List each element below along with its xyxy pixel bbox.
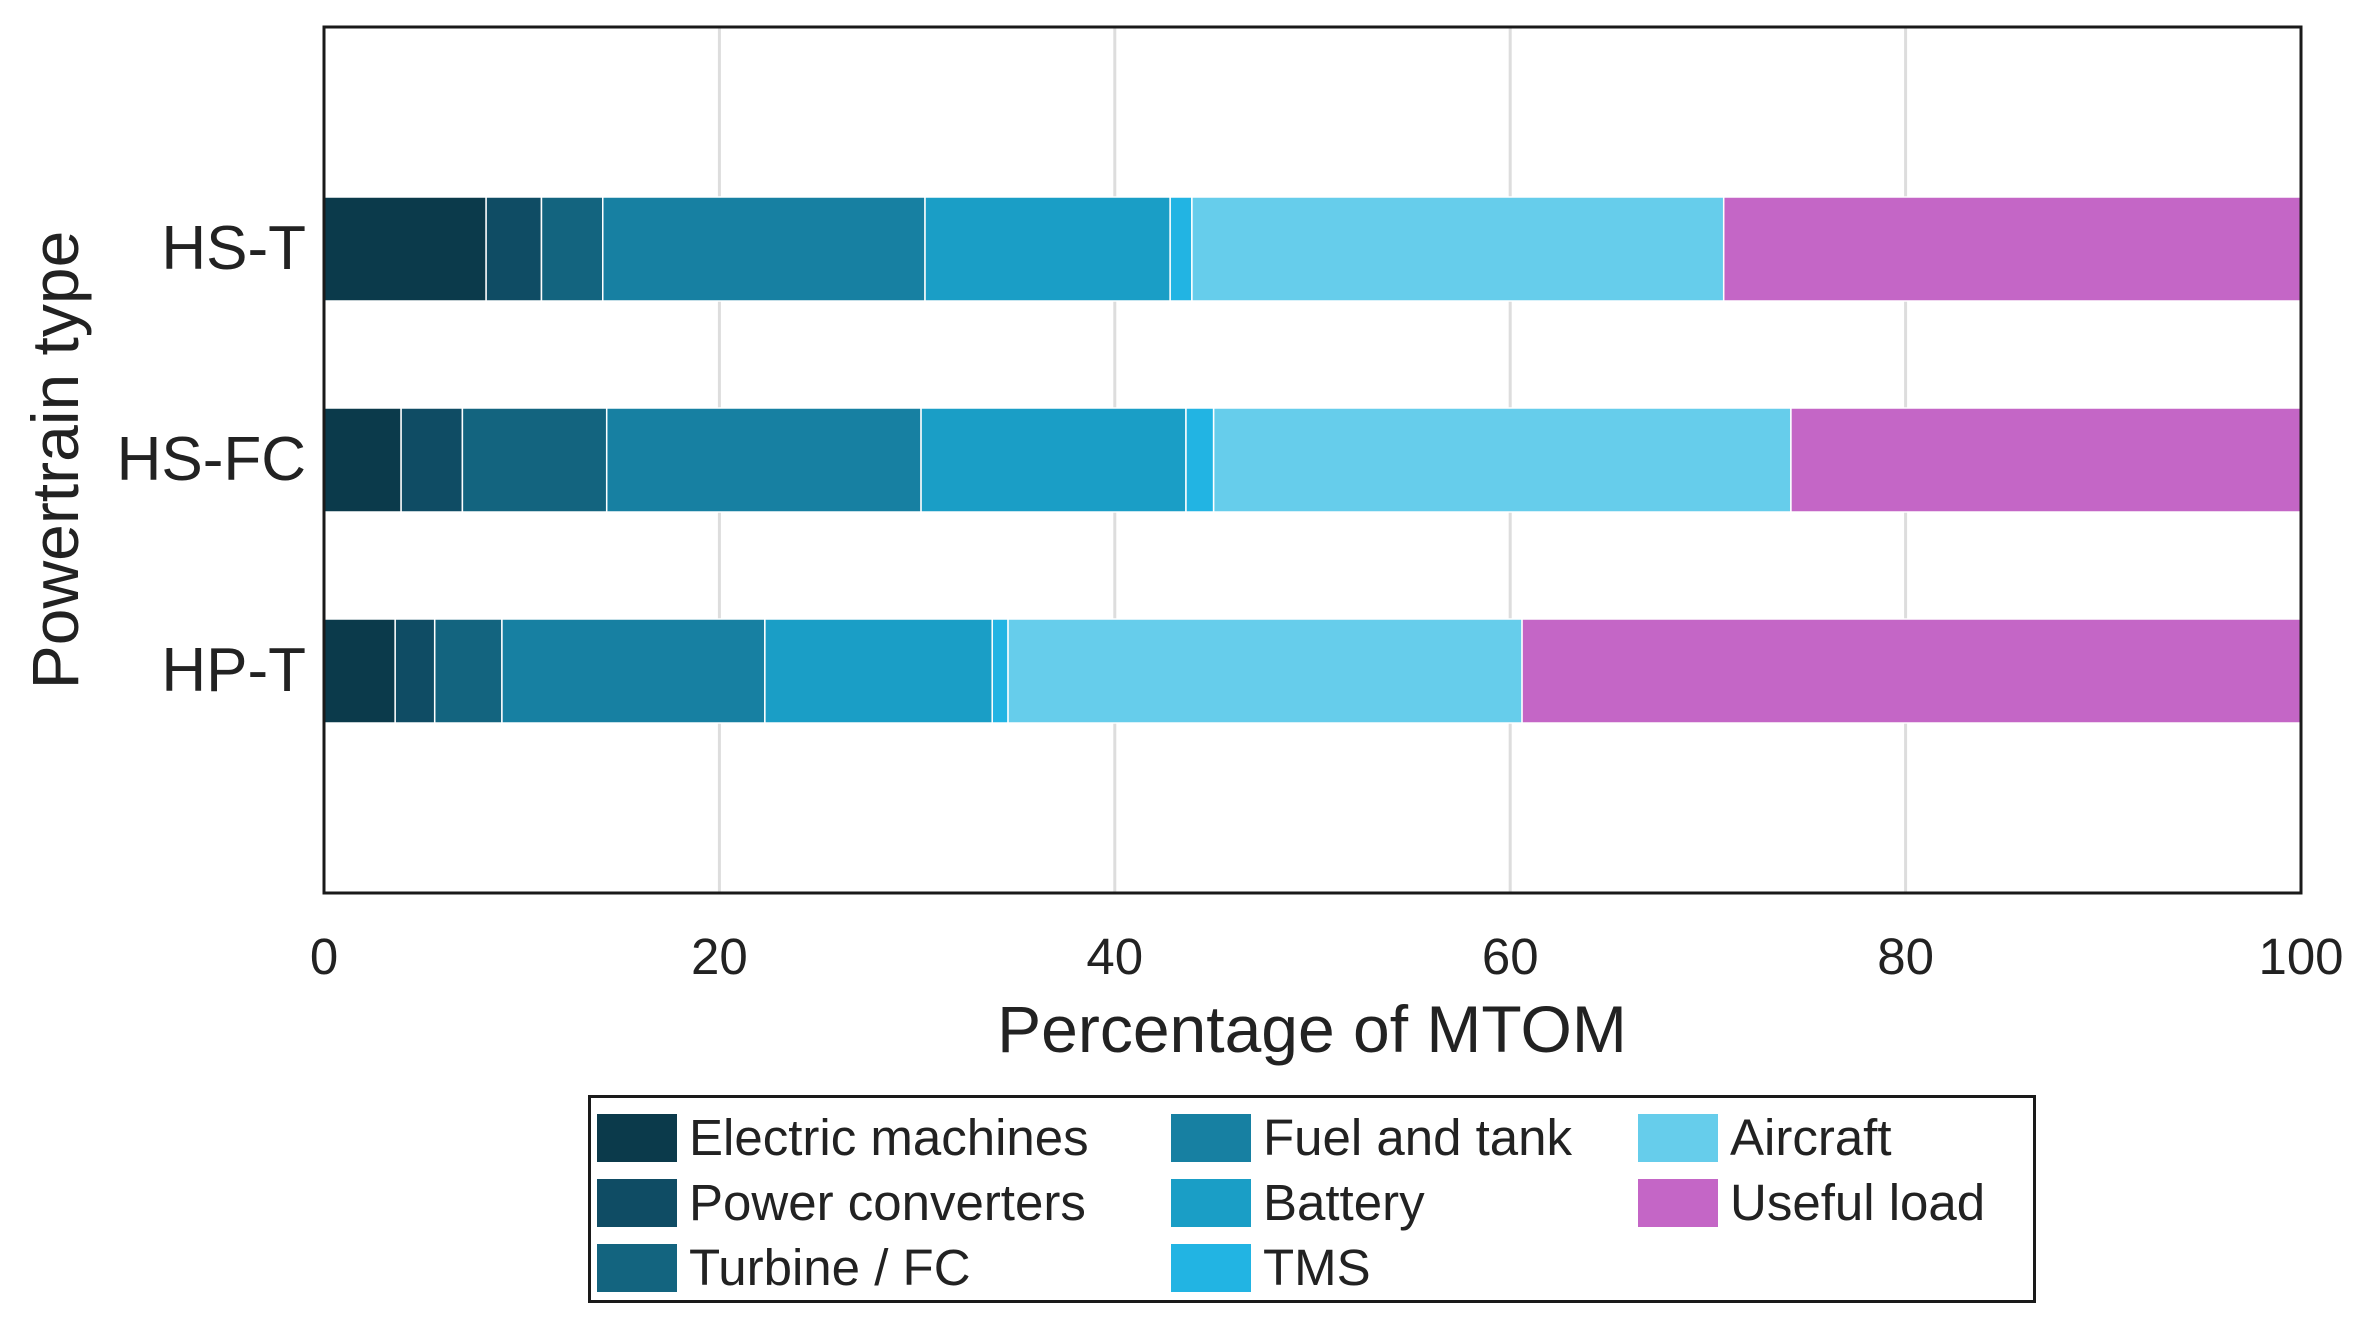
legend-item-power-converters: Power converters [597,1173,1086,1233]
bar-hp-t-fuel-and-tank [501,618,766,724]
legend-label: Useful load [1730,1174,1986,1231]
bar-hs-fc-turbine-fc [461,407,608,513]
bar-hs-t-tms [1169,196,1193,302]
bar-hs-t-turbine-fc [540,196,604,302]
y-category-labels: HS-T HS-FC HP-T [117,214,306,705]
bar-hs-fc-fuel-and-tank [605,407,922,513]
legend-swatch [1171,1114,1251,1162]
bar-hs-fc-aircraft [1212,407,1792,513]
bar-hs-t-useful-load [1722,196,2302,302]
legend-swatch [1638,1179,1718,1227]
x-axis-label: Percentage of MTOM [997,992,1627,1066]
legend-label: Battery [1263,1174,1425,1231]
bar-hs-t-power-converters [485,196,543,302]
bar-hs-fc-tms [1185,407,1215,513]
legend: Electric machines Power converters Turbi… [588,1095,2036,1303]
legend-item-fuel-and-tank: Fuel and tank [1171,1108,1572,1168]
legend-swatch [1638,1114,1718,1162]
bar-hs-fc-electric-machines [323,407,402,513]
bar-hp-t-useful-load [1521,618,2302,724]
legend-swatch [597,1244,677,1292]
bar-hp-t-turbine-fc [433,618,503,724]
legend-swatch [1171,1179,1251,1227]
legend-item-useful-load: Useful load [1638,1173,1985,1233]
legend-label: Turbine / FC [689,1239,971,1296]
bar-hs-fc-power-converters [400,407,464,513]
bar-hp-t-aircraft [1007,618,1523,724]
bar-hp-t-electric-machines [323,618,396,724]
x-tick-label: 100 [2258,928,2343,985]
x-tick-label: 60 [1482,928,1539,985]
legend-label: Electric machines [689,1109,1089,1166]
bar-hs-t-battery [924,196,1171,302]
legend-swatch [1171,1244,1251,1292]
bar-hp-t-power-converters [394,618,436,724]
y-category-label: HS-T [161,214,306,283]
bar-hs-t-electric-machines [323,196,487,302]
bar-hs-fc-battery [920,407,1187,513]
plot-frame [322,25,2303,895]
legend-item-electric-machines: Electric machines [597,1108,1089,1168]
bar-hp-t-tms [991,618,1009,724]
bar-hp-t-battery [764,618,993,724]
y-category-label: HS-FC [117,425,306,494]
legend-label: TMS [1263,1239,1371,1296]
x-tick-label: 20 [691,928,748,985]
x-tick-label: 0 [310,928,338,985]
bar-hs-t-aircraft [1191,196,1725,302]
legend-label: Power converters [689,1174,1086,1231]
y-category-label: HP-T [161,636,306,705]
bars-layer [323,196,2302,724]
legend-item-aircraft: Aircraft [1638,1108,1892,1168]
legend-label: Aircraft [1730,1109,1892,1166]
bar-hs-fc-useful-load [1790,407,2302,513]
legend-label: Fuel and tank [1263,1109,1573,1166]
legend-item-battery: Battery [1171,1173,1425,1233]
legend-item-turbine-fc: Turbine / FC [597,1238,971,1298]
legend-item-tms: TMS [1171,1238,1371,1298]
legend-swatch [597,1179,677,1227]
legend-swatch [597,1114,677,1162]
x-tick-label: 40 [1086,928,1143,985]
y-axis-label: Powertrain type [18,231,92,690]
x-tick-labels: 0 20 40 60 80 100 [310,928,2344,985]
bar-hs-t-fuel-and-tank [602,196,926,302]
x-tick-label: 80 [1877,928,1934,985]
